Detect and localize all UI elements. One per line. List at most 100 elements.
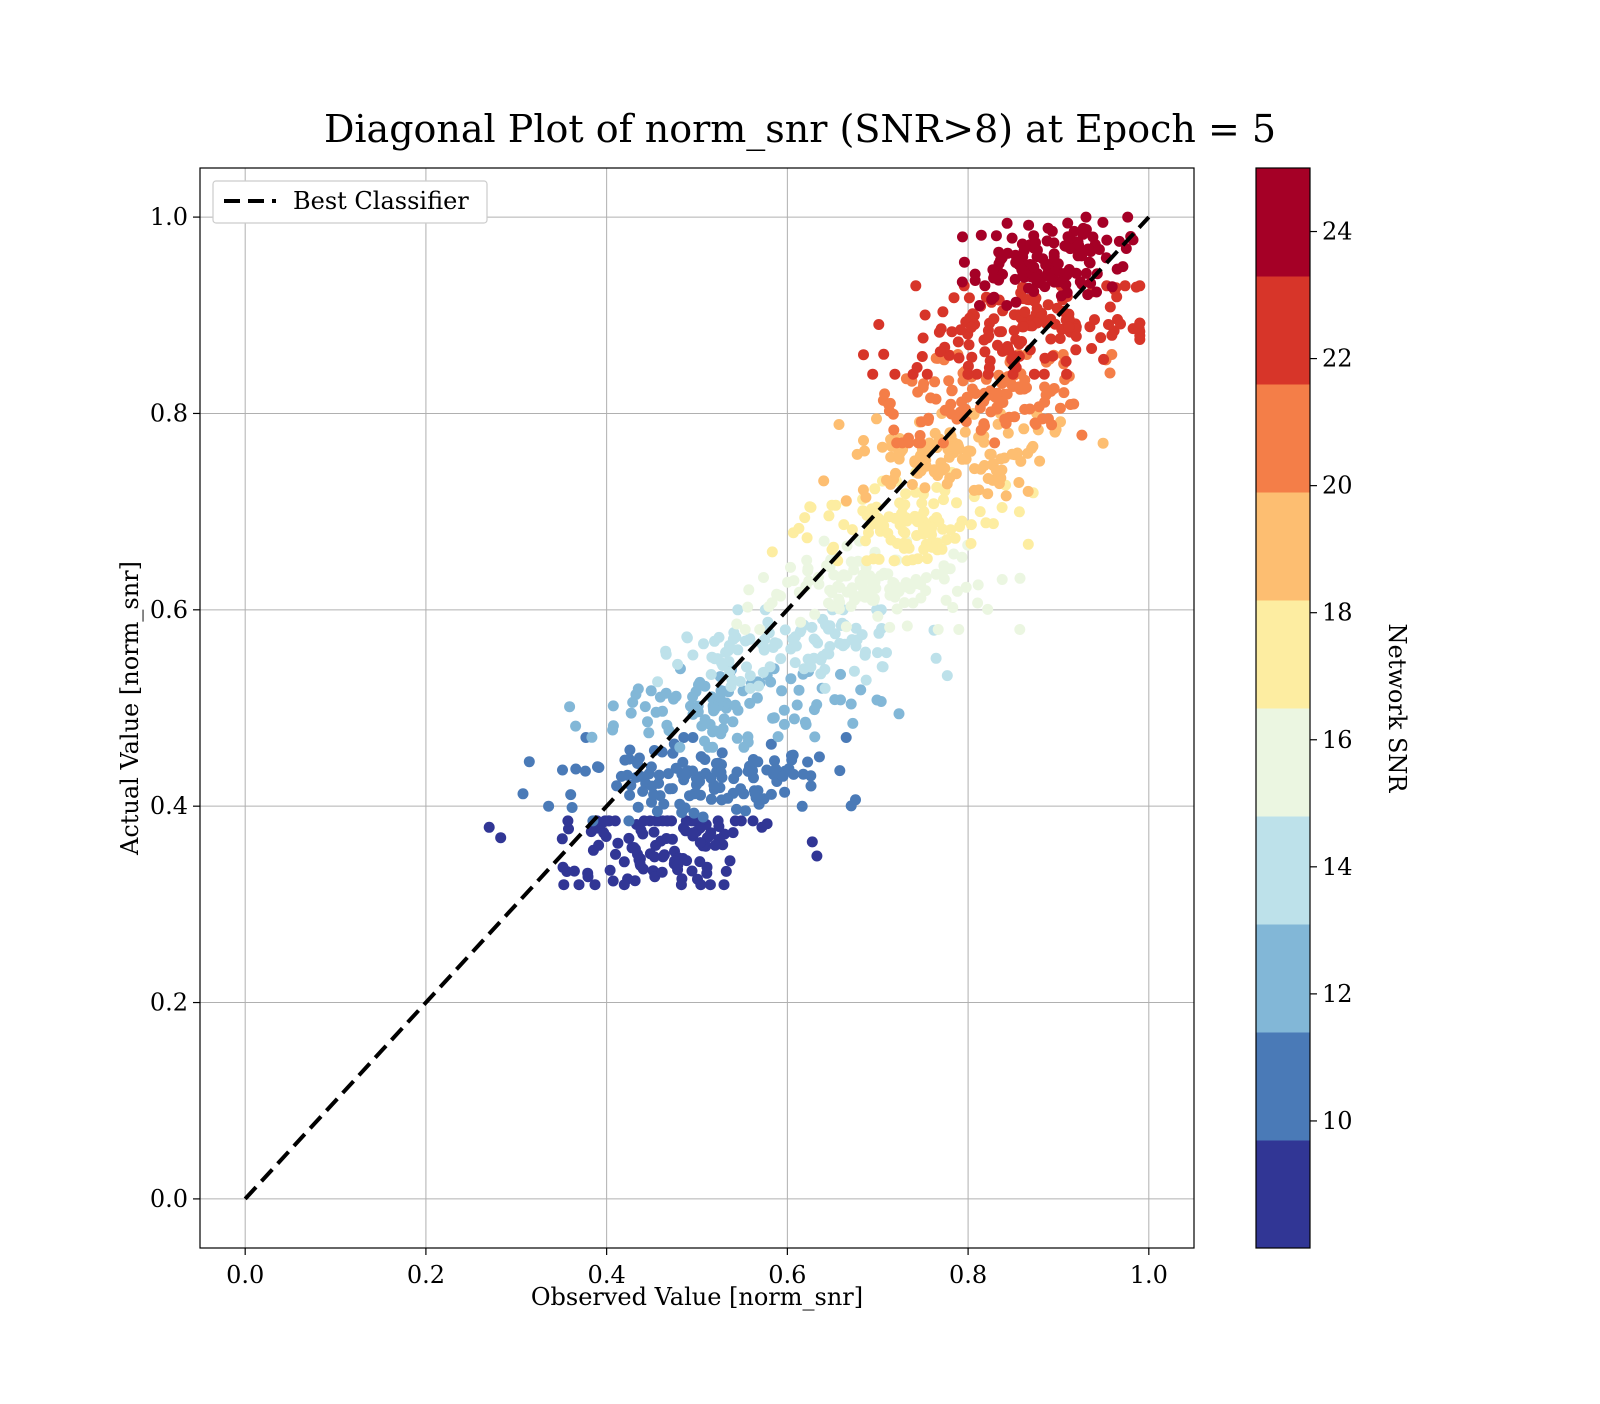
scatter-point [637,785,649,797]
scatter-point [956,551,968,563]
scatter-point [1086,343,1098,354]
scatter-point [1031,251,1043,263]
scatter-point [1000,418,1012,429]
scatter-point [918,378,930,390]
scatter-point [753,798,765,810]
scatter-point [897,526,909,537]
scatter-point [963,292,975,304]
scatter-point [686,865,698,877]
scatter-point [1097,437,1109,449]
scatter-point [919,309,931,321]
colorbar-tick-label: 10 [1322,1107,1353,1135]
scatter-point [1034,455,1046,467]
scatter-point [826,587,838,599]
scatter-point [808,633,820,645]
scatter-points [483,211,1146,891]
scatter-point [953,624,965,635]
scatter-point [777,770,789,782]
scatter-point [920,585,932,597]
scatter-point [872,647,883,659]
scatter-point [965,321,977,333]
colorbar-segment [1256,924,1310,1033]
scatter-point [873,319,885,330]
scatter-point [1085,277,1097,289]
scatter-point [483,821,495,833]
scatter-point [1019,306,1031,318]
scatter-point [963,339,975,351]
scatter-point [946,326,958,338]
scatter-point [648,789,660,800]
scatter-point [652,676,664,688]
scatter-point [917,332,929,344]
scatter-point [918,506,930,518]
scatter-point [845,556,857,568]
scatter-point [763,601,775,613]
scatter-point [813,751,825,763]
scatter-point [744,670,756,682]
scatter-point [811,850,823,862]
scatter-point [1063,313,1075,325]
scatter-point [793,522,805,534]
colorbar-segment [1256,384,1310,493]
scatter-point [893,708,905,720]
scatter-point [697,811,709,823]
scatter-point [1082,243,1094,255]
scatter-point [592,761,603,773]
scatter-point [929,376,941,388]
scatter-point [911,515,923,527]
scatter-point [850,622,862,634]
scatter-point [946,384,958,396]
scatter-point [921,553,933,565]
scatter-point [935,323,947,335]
scatter-point [841,586,853,598]
scatter-point [1104,301,1116,313]
scatter-point [974,506,986,518]
scatter-point [840,732,852,743]
scatter-point [904,583,916,595]
scatter-point [982,488,994,500]
scatter-point [802,756,814,768]
scatter-point [638,815,650,827]
scatter-point [997,397,1009,408]
scatter-point [983,362,995,374]
scatter-point [624,744,636,756]
scatter-point [1000,490,1012,502]
scatter-point [901,515,913,527]
scatter-point [568,865,580,877]
colorbar-segment [1256,600,1310,709]
scatter-point [715,728,727,740]
scatter-point [661,719,673,731]
scatter-point [962,360,974,372]
scatter-point [859,591,871,603]
scatter-point [1134,317,1146,329]
scatter-point [985,448,997,460]
scatter-point [962,446,974,457]
scatter-point [862,573,874,585]
scatter-point [965,538,977,549]
scatter-point [974,300,985,311]
scatter-point [860,674,872,686]
scatter-point [655,835,667,847]
scatter-point [1001,217,1013,229]
scatter-point [761,818,773,830]
scatter-point [802,653,814,665]
scatter-point [907,554,919,566]
scatter-point [753,680,765,692]
scatter-point [939,404,951,416]
scatter-point [680,769,692,781]
scatter-point [731,732,743,744]
scatter-point [788,713,800,725]
scatter-point [824,620,836,632]
scatter-point [623,832,635,844]
scatter-point [687,827,699,839]
scatter-point [649,851,660,863]
scatter-point [960,581,972,593]
scatter-point [570,720,582,732]
scatter-point [759,634,771,646]
scatter-point [558,879,570,891]
scatter-point [966,383,978,395]
scatter-point [728,773,740,785]
scatter-point [900,488,912,500]
scatter-point [975,463,987,475]
scatter-point [823,510,835,522]
